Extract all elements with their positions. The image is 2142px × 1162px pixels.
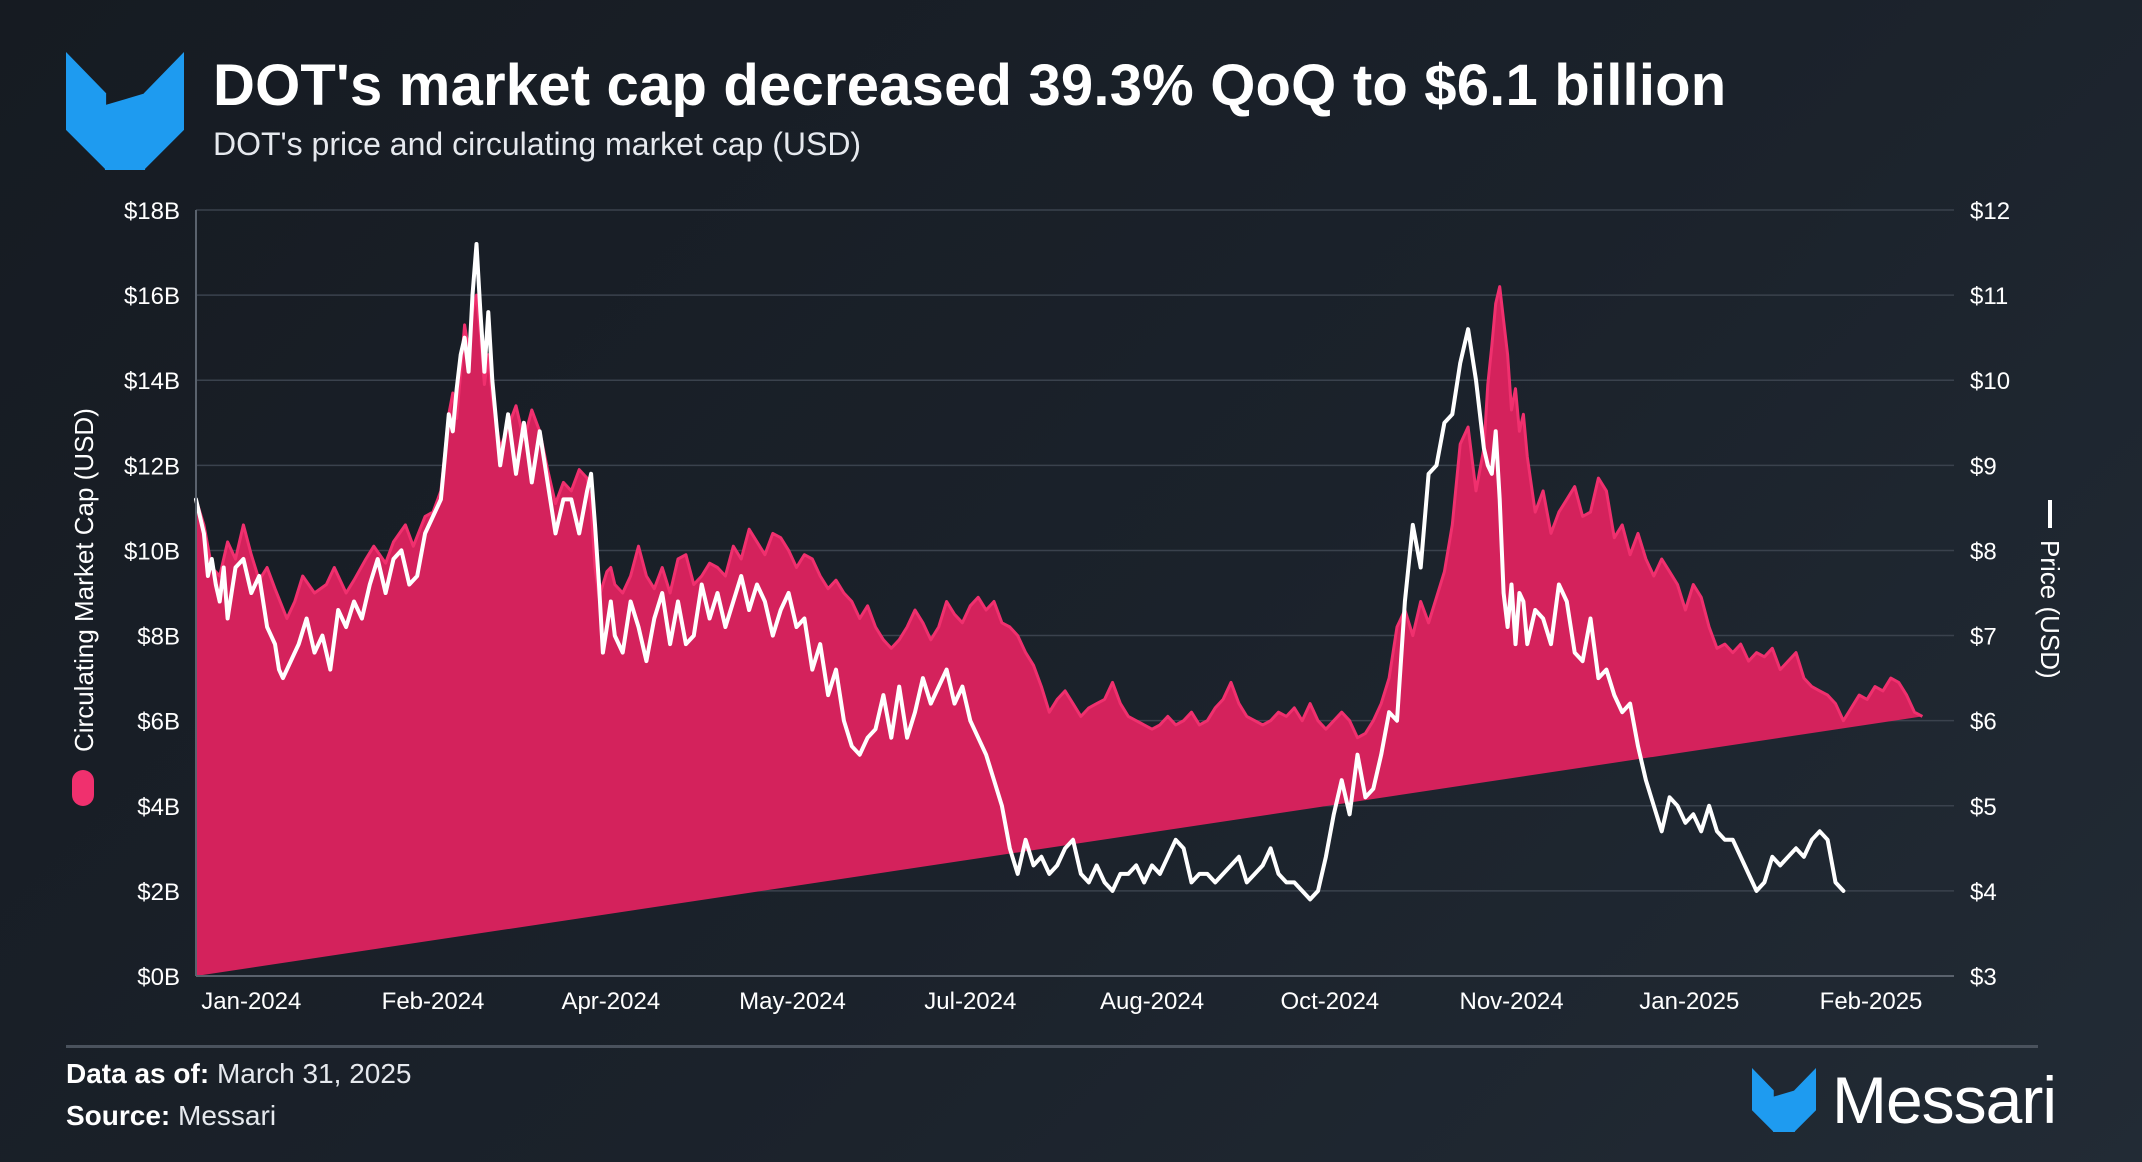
x-tick-label: Apr-2024: [561, 988, 660, 1015]
y-right-axis-title: Price (USD): [2035, 540, 2065, 679]
y-right-tick-label: $11: [1970, 283, 2008, 310]
y-right-tick-label: $3: [1970, 964, 1997, 991]
source-value: Messari: [178, 1100, 277, 1131]
x-tick-label: Feb-2024: [382, 988, 485, 1015]
brand-wordmark: Messari: [1752, 1063, 2057, 1137]
y-right-tick-label: $7: [1970, 624, 1997, 651]
y-left-tick-label: $8B: [137, 624, 180, 651]
y-left-tick-label: $6B: [137, 709, 180, 736]
data-as-of: Data as of: March 31, 2025: [66, 1058, 412, 1090]
y-right-tick-label: $5: [1970, 794, 1997, 821]
y-right-tick-label: $8: [1970, 538, 1997, 565]
price-line: [194, 242, 1846, 902]
y-left-tick-label: $0B: [137, 964, 180, 991]
messari-logo-icon: [66, 52, 184, 170]
tick-labels: $0B $2B $4B $6B $8B $10B $12B $14B $16B $18B $3 $4 $…: [124, 198, 2010, 1015]
x-tick-label: Feb-2025: [1820, 988, 1923, 1015]
y-left-tick-label: $10B: [124, 538, 180, 565]
x-tick-label: Jul-2024: [924, 988, 1016, 1015]
y-right-tick-label: $10: [1970, 368, 2010, 395]
data-as-of-label: Data as of:: [66, 1058, 210, 1089]
market-cap-area: [196, 286, 1923, 977]
y-left-axis-title: Circulating Market Cap (USD): [69, 408, 99, 752]
x-tick-label: Oct-2024: [1280, 988, 1379, 1015]
y-right-tick-label: $12: [1970, 198, 2010, 225]
axes: [195, 210, 1954, 977]
y-left-tick-label: $16B: [124, 283, 180, 310]
y-left-tick-label: $14B: [124, 368, 180, 395]
market-cap-edge: [194, 285, 1924, 740]
y-left-tick-label: $2B: [137, 879, 180, 906]
brand-name: Messari: [1832, 1063, 2057, 1137]
y-right-tick-label: $9: [1970, 453, 1997, 480]
x-tick-label: Jan-2024: [201, 988, 301, 1015]
chart: $0B $2B $4B $6B $8B $10B $12B $14B $16B $18B $3 $4 $…: [69, 198, 2065, 1015]
y-left-tick-label: $4B: [137, 794, 180, 821]
price-line-layer: [194, 242, 1846, 902]
footer-divider: [66, 1045, 2038, 1048]
chart-title: DOT's market cap decreased 39.3% QoQ to …: [213, 53, 1727, 118]
source-label: Source:: [66, 1100, 171, 1131]
y-left-tick-label: $18B: [124, 198, 180, 225]
x-tick-label: Jan-2025: [1639, 988, 1739, 1015]
x-tick-label: May-2024: [739, 988, 846, 1015]
x-tick-label: Nov-2024: [1460, 988, 1564, 1015]
x-tick-label: Aug-2024: [1100, 988, 1204, 1015]
messari-logo-icon: [1752, 1068, 1816, 1132]
source-line: Source: Messari: [66, 1100, 276, 1132]
data-as-of-value: March 31, 2025: [216, 1058, 412, 1089]
y-right-tick-label: $4: [1970, 879, 1997, 906]
market-cap-legend-swatch: [72, 770, 94, 806]
y-left-tick-label: $12B: [124, 453, 180, 480]
y-right-tick-label: $6: [1970, 709, 1997, 736]
market-cap-area-layer: [194, 285, 1924, 977]
chart-subtitle: DOT's price and circulating market cap (…: [213, 126, 862, 162]
axis-titles: Circulating Market Cap (USD) Price (USD): [69, 408, 2065, 806]
